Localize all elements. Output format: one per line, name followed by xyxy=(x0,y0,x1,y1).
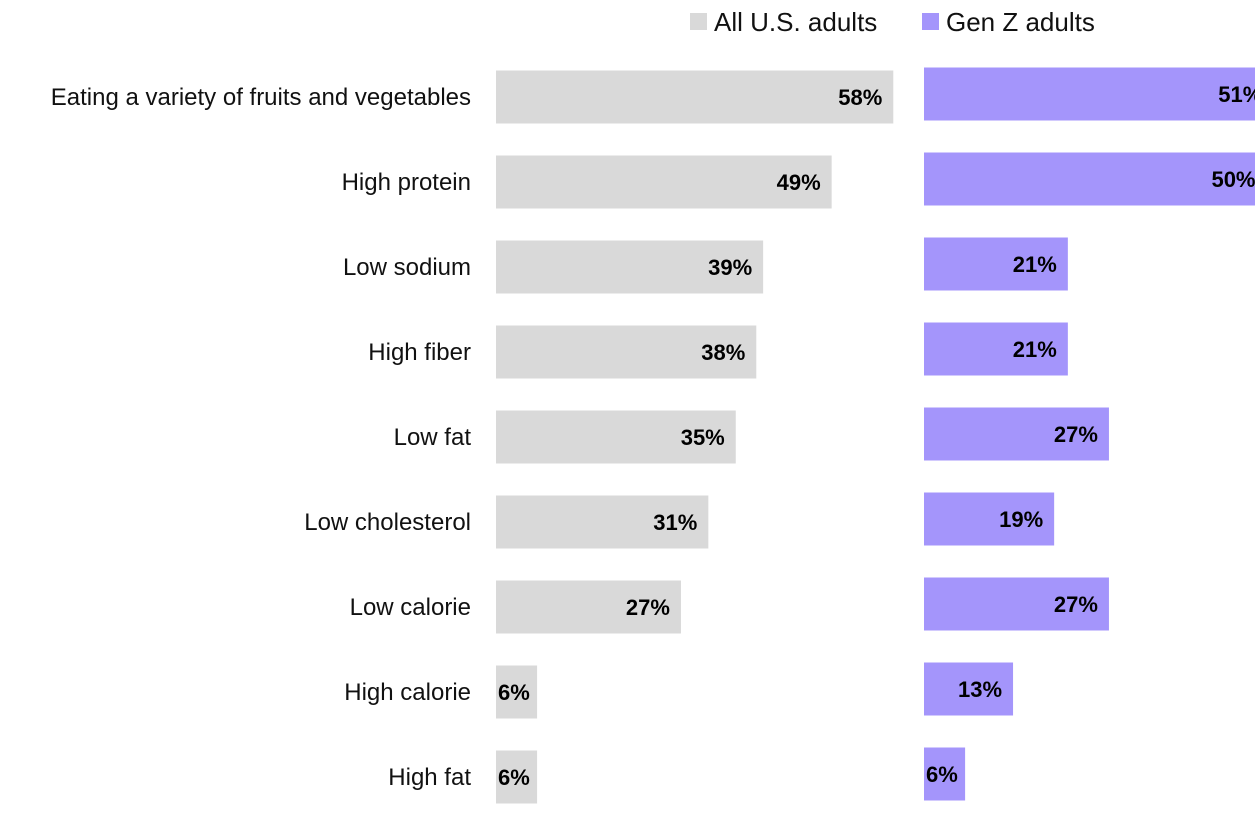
value-label-all-u-s-adults-low-fat: 35% xyxy=(681,425,725,450)
bar-all-u-s-adults-eating-a-variety-of-fruits-and-vegetables xyxy=(496,70,894,124)
category-label-low-fat: Low fat xyxy=(394,424,472,451)
bar-gen-z-adults-high-fiber xyxy=(924,322,1068,376)
value-label-gen-z-adults-high-fiber: 21% xyxy=(1013,337,1057,362)
value-label-gen-z-adults-high-protein: 50% xyxy=(1211,167,1255,192)
bar-gen-z-adults-low-fat xyxy=(924,407,1109,461)
legend-swatch-all-u-s-adults xyxy=(690,13,707,30)
value-label-all-u-s-adults-eating-a-variety-of-fruits-and-vegetables: 58% xyxy=(838,85,882,110)
bar-gen-z-adults-high-fat xyxy=(924,747,966,801)
bar-all-u-s-adults-high-protein xyxy=(496,155,832,209)
value-label-all-u-s-adults-low-cholesterol: 31% xyxy=(653,510,697,535)
legend: All U.S. adults Gen Z adults xyxy=(690,7,1095,37)
value-label-all-u-s-adults-high-protein: 49% xyxy=(777,170,821,195)
bar-all-u-s-adults-low-calorie xyxy=(496,580,681,634)
bar-all-u-s-adults-low-fat xyxy=(496,410,736,464)
category-label-high-calorie: High calorie xyxy=(344,679,471,706)
bar-all-u-s-adults-high-fiber xyxy=(496,325,757,379)
value-label-gen-z-adults-high-fat: 6% xyxy=(926,762,958,787)
legend-label-all-u-s-adults: All U.S. adults xyxy=(714,7,877,37)
legend-label-gen-z-adults: Gen Z adults xyxy=(946,7,1095,37)
value-label-all-u-s-adults-low-calorie: 27% xyxy=(626,595,670,620)
category-label-high-fiber: High fiber xyxy=(368,339,471,366)
category-label-eating-a-variety-of-fruits-and-vegetables: Eating a variety of fruits and vegetable… xyxy=(51,84,471,111)
value-label-all-u-s-adults-high-calorie: 6% xyxy=(498,680,530,705)
bar-all-u-s-adults-low-cholesterol xyxy=(496,495,709,549)
value-label-all-u-s-adults-high-fat: 6% xyxy=(498,765,530,790)
legend-swatch-gen-z-adults xyxy=(922,13,939,30)
bar-all-u-s-adults-high-fat xyxy=(496,750,538,804)
category-label-low-cholesterol: Low cholesterol xyxy=(304,509,471,536)
bar-gen-z-adults-high-protein xyxy=(924,152,1255,206)
value-label-gen-z-adults-high-calorie: 13% xyxy=(958,677,1002,702)
value-label-gen-z-adults-low-sodium: 21% xyxy=(1013,252,1057,277)
value-label-gen-z-adults-eating-a-variety-of-fruits-and-vegetables: 51% xyxy=(1218,82,1255,107)
bar-gen-z-adults-low-sodium xyxy=(924,237,1068,291)
bar-gen-z-adults-low-calorie xyxy=(924,577,1109,631)
category-label-high-fat: High fat xyxy=(388,764,471,791)
bars xyxy=(496,67,1255,804)
category-labels: Eating a variety of fruits and vegetable… xyxy=(51,84,472,791)
value-label-gen-z-adults-low-fat: 27% xyxy=(1054,422,1098,447)
value-label-gen-z-adults-low-cholesterol: 19% xyxy=(999,507,1043,532)
value-label-all-u-s-adults-high-fiber: 38% xyxy=(701,340,745,365)
category-label-low-calorie: Low calorie xyxy=(350,594,471,621)
value-label-all-u-s-adults-low-sodium: 39% xyxy=(708,255,752,280)
category-label-low-sodium: Low sodium xyxy=(343,254,471,281)
bar-gen-z-adults-high-calorie xyxy=(924,662,1014,716)
value-labels: 58% 49% 39% 38% 35% 31% 27% 6% 6% 51% 50% 21% 21% 27%… xyxy=(498,82,1255,790)
bar-all-u-s-adults-low-sodium xyxy=(496,240,764,294)
category-label-high-protein: High protein xyxy=(342,169,471,196)
bar-gen-z-adults-eating-a-variety-of-fruits-and-vegetables xyxy=(924,67,1255,121)
bar-all-u-s-adults-high-calorie xyxy=(496,665,538,719)
bar-gen-z-adults-low-cholesterol xyxy=(924,492,1055,546)
value-label-gen-z-adults-low-calorie: 27% xyxy=(1054,592,1098,617)
